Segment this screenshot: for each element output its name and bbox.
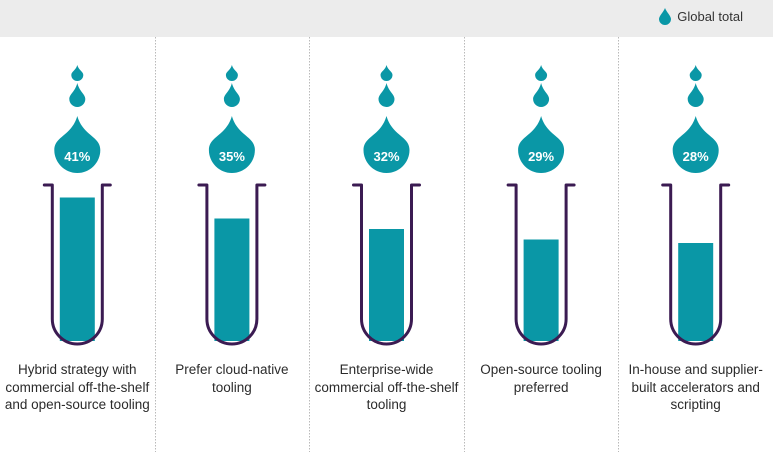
drop-icon xyxy=(672,116,719,173)
drop-icon xyxy=(380,65,393,81)
bar xyxy=(214,218,250,341)
drop-icon xyxy=(687,83,704,107)
value-label: 28% xyxy=(683,149,709,164)
drop-icon xyxy=(533,83,550,107)
test-tube xyxy=(197,183,267,346)
drop-icon xyxy=(71,65,84,81)
legend-bar xyxy=(0,0,773,37)
legend: Global total xyxy=(659,8,743,25)
test-tube xyxy=(352,183,421,346)
legend-label: Global total xyxy=(677,9,743,24)
value-label: 29% xyxy=(528,149,554,164)
bar xyxy=(523,239,559,341)
drop-icon xyxy=(208,116,255,173)
drop-icon xyxy=(225,65,238,81)
drop-icon xyxy=(223,83,240,107)
drop-icon xyxy=(69,83,86,107)
drop-icon xyxy=(659,8,672,25)
category-label: Enterprise-wide commercial off-the-shelf… xyxy=(314,362,459,412)
drop-icon xyxy=(363,116,410,173)
drop-icon xyxy=(54,116,101,173)
bar xyxy=(369,229,404,341)
drop-icon xyxy=(518,116,565,173)
value-label: 32% xyxy=(373,149,399,164)
category-label: Open-source tooling preferred xyxy=(480,362,602,395)
bar xyxy=(678,243,714,341)
value-label: 35% xyxy=(219,149,245,164)
chart: 41% 35% 32% 29% 28% xyxy=(42,37,731,452)
drop-icon xyxy=(378,83,395,107)
test-tube xyxy=(42,183,112,346)
bar xyxy=(59,197,95,341)
drop-icon xyxy=(689,65,702,81)
category-label: Prefer cloud-native tooling xyxy=(175,362,289,395)
category-label: In-house and supplier-built accelerators… xyxy=(628,362,763,412)
test-tube xyxy=(506,183,576,346)
category-label: Hybrid strategy with commercial off-the-… xyxy=(4,362,150,412)
test-tube xyxy=(661,183,731,346)
drop-icon xyxy=(535,65,548,81)
value-label: 41% xyxy=(64,149,90,164)
